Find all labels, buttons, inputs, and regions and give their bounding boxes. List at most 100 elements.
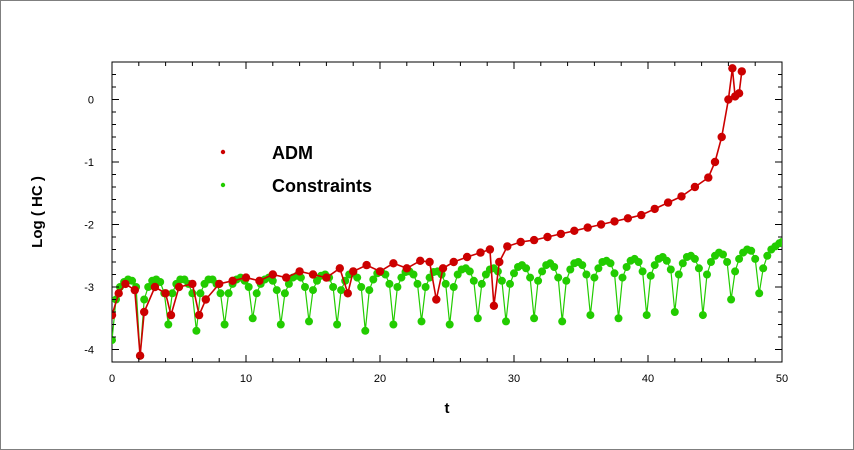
data-point-adm [112, 310, 117, 320]
data-point-adm [449, 257, 458, 267]
data-point-constraints [397, 273, 406, 282]
data-point-adm [485, 245, 495, 254]
series-line-constraints [112, 241, 782, 356]
data-point-constraints [534, 276, 543, 285]
data-point-constraints [614, 314, 623, 323]
data-point-adm [322, 273, 331, 282]
data-point-constraints [164, 320, 173, 329]
data-point-adm [529, 235, 539, 245]
data-point-constraints [220, 320, 229, 329]
data-point-adm [343, 289, 352, 298]
data-point-constraints [606, 259, 615, 268]
data-point-adm [375, 267, 385, 276]
data-point-adm [161, 289, 170, 298]
data-point-constraints [566, 265, 575, 274]
data-point-constraints [413, 279, 422, 288]
data-point-adm [596, 220, 606, 229]
data-point-constraints [763, 251, 772, 260]
data-point-constraints [393, 283, 402, 291]
y-axis: 0 -1 -2 -3 -4 [84, 74, 782, 357]
data-point-adm [462, 252, 472, 262]
data-point-adm [516, 237, 525, 247]
data-point-constraints [634, 258, 643, 266]
data-point-constraints [353, 273, 362, 282]
data-point-constraints [751, 254, 760, 263]
data-point-constraints [449, 283, 458, 291]
data-point-constraints [244, 283, 253, 291]
data-point-adm [130, 285, 139, 295]
data-point-constraints [707, 258, 715, 266]
data-point-constraints [421, 283, 430, 291]
data-point-adm [495, 257, 504, 267]
data-point-adm [650, 204, 659, 214]
data-point-constraints [590, 273, 599, 282]
data-point-constraints [168, 289, 177, 298]
data-point-constraints [759, 264, 768, 273]
data-point-adm [402, 264, 411, 273]
data-point-constraints [755, 289, 764, 298]
data-point-constraints [502, 317, 510, 326]
data-point-constraints [192, 326, 201, 335]
data-point-constraints [196, 289, 205, 298]
data-point-constraints [538, 267, 547, 276]
data-point-constraints [389, 320, 398, 329]
data-point-adm [690, 182, 700, 192]
data-point-constraints [337, 286, 346, 295]
data-point-adm [228, 276, 237, 285]
data-point-adm [476, 248, 485, 257]
data-point-adm [194, 310, 204, 320]
data-point-constraints [361, 326, 370, 335]
data-point-adm [734, 89, 744, 98]
data-point-adm [114, 289, 123, 298]
data-point-constraints [719, 250, 727, 259]
data-point-constraints [622, 263, 631, 271]
data-point-constraints [582, 270, 591, 279]
data-point-constraints [670, 308, 679, 316]
legend-marker-constraints [220, 182, 226, 188]
data-point-adm [268, 270, 277, 279]
data-point-constraints [642, 311, 651, 320]
data-point-constraints [272, 286, 281, 295]
data-point-constraints [650, 261, 659, 270]
data-point-constraints [441, 279, 450, 288]
data-point-constraints [248, 314, 257, 323]
data-point-adm [255, 276, 264, 285]
data-point-constraints [747, 246, 756, 255]
data-point-adm [295, 267, 304, 276]
data-point-constraints [727, 295, 736, 304]
x-tick-label: 10 [240, 373, 252, 385]
data-point-constraints [140, 295, 149, 304]
data-point-constraints [562, 276, 571, 285]
data-point-constraints [678, 259, 687, 268]
data-point-constraints [735, 254, 744, 263]
data-point-constraints [268, 276, 277, 285]
data-point-constraints [638, 267, 647, 276]
data-point-adm [362, 260, 371, 270]
data-point-adm [335, 264, 344, 273]
data-point-constraints [284, 279, 293, 288]
data-point-adm [717, 132, 726, 142]
x-tick-label: 20 [374, 373, 386, 385]
data-point-constraints [646, 271, 655, 280]
data-point-constraints [224, 289, 233, 298]
data-point-adm [135, 351, 145, 360]
y-tick-label: 0 [88, 95, 94, 107]
data-point-constraints [473, 314, 482, 323]
data-point-constraints [128, 276, 137, 285]
data-point-constraints [618, 273, 627, 282]
data-point-constraints [305, 317, 313, 326]
data-point-adm [583, 223, 592, 232]
data-point-constraints [280, 289, 289, 298]
data-point-constraints [666, 265, 675, 274]
data-point-constraints [216, 289, 225, 298]
data-point-constraints [445, 320, 454, 329]
data-point-constraints [469, 276, 478, 285]
y-tick-label: -2 [84, 220, 94, 232]
data-point-adm [610, 217, 619, 226]
data-point-adm [349, 267, 358, 276]
data-point-constraints [526, 273, 535, 282]
data-point-adm [704, 173, 713, 182]
data-point-adm [724, 95, 733, 104]
x-tick-label: 30 [508, 373, 520, 385]
